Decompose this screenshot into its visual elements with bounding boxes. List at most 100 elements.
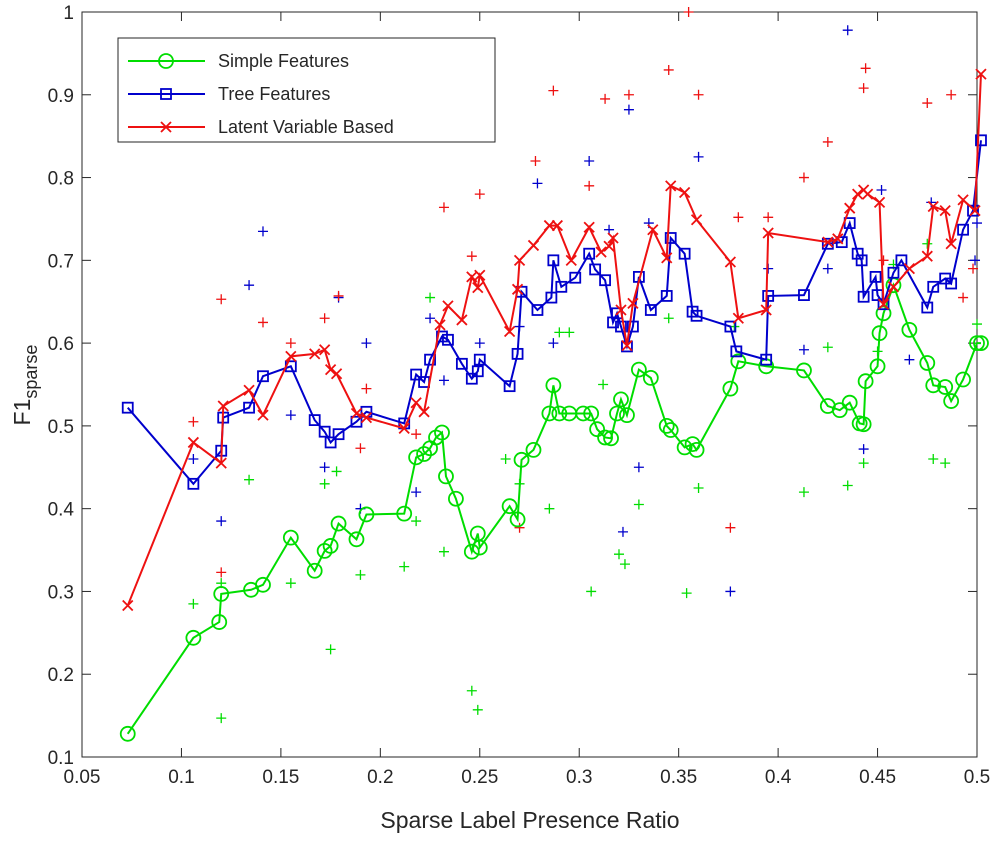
plus-point	[257, 226, 268, 237]
x-tick-label: 0.1	[168, 767, 194, 788]
data-marker	[319, 344, 331, 356]
plus-point	[425, 313, 436, 324]
plus-point	[725, 586, 736, 597]
data-marker	[472, 282, 484, 294]
data-marker	[187, 436, 200, 449]
legend-box	[117, 37, 496, 143]
data-marker	[513, 451, 530, 468]
data-marker	[543, 219, 556, 232]
data-marker	[724, 320, 737, 333]
y-tick-label: 0.5	[48, 417, 74, 438]
data-marker	[967, 204, 979, 217]
x-tick-label: 0.25	[461, 767, 498, 788]
series-line	[126, 74, 982, 606]
data-marker	[185, 629, 202, 646]
plus-point	[548, 338, 559, 349]
data-marker	[434, 424, 450, 441]
plus-point	[842, 25, 853, 36]
plus-point	[474, 189, 485, 200]
data-marker	[975, 68, 987, 80]
plus-point	[940, 458, 951, 469]
plus-point	[922, 238, 933, 249]
data-marker	[927, 200, 939, 213]
x-tick-label: 0.3	[566, 767, 592, 788]
data-marker	[358, 506, 375, 523]
data-marker	[603, 240, 615, 252]
legend-marker	[158, 53, 174, 69]
plus-point	[244, 474, 255, 485]
data-marker	[661, 252, 673, 264]
data-marker	[921, 250, 933, 262]
data-marker	[887, 266, 900, 279]
legend-label: Tree Features	[218, 84, 330, 104]
plus-point	[285, 578, 296, 589]
data-marker	[762, 290, 775, 302]
plus-point	[972, 218, 982, 229]
data-marker	[647, 224, 659, 236]
plus-point	[600, 93, 611, 104]
y-tick-label: 0.3	[48, 582, 74, 603]
plus-point	[216, 713, 227, 724]
data-marker	[121, 401, 134, 414]
data-marker	[861, 188, 874, 200]
plus-point	[876, 184, 887, 195]
plus-point	[188, 598, 199, 609]
data-marker	[877, 298, 890, 310]
data-marker	[798, 289, 810, 302]
data-marker	[255, 576, 271, 593]
plus-point	[319, 313, 330, 324]
data-marker	[664, 232, 677, 244]
plus-point	[554, 327, 565, 338]
data-marker	[660, 290, 673, 302]
plus-point	[858, 444, 869, 455]
plus-point	[564, 327, 575, 338]
plus-point	[325, 644, 336, 655]
plus-point	[614, 549, 624, 560]
plus-point	[438, 375, 449, 386]
plus-point	[958, 292, 969, 303]
data-marker	[662, 422, 679, 438]
data-marker	[615, 304, 627, 316]
data-marker	[627, 320, 639, 333]
data-marker	[511, 347, 524, 360]
data-marker	[503, 325, 516, 338]
data-marker	[282, 529, 299, 546]
plus-point	[586, 586, 597, 597]
data-marker	[215, 457, 227, 469]
data-marker	[257, 409, 269, 421]
data-marker	[875, 305, 892, 322]
plus-point	[633, 499, 644, 510]
data-marker	[943, 393, 960, 409]
plus-point	[584, 156, 595, 166]
plus-point	[946, 89, 957, 100]
data-marker	[919, 355, 936, 371]
legend: Simple Features Tree Features Latent Varia…	[117, 37, 496, 143]
data-marker	[410, 368, 423, 381]
plus-point	[331, 466, 342, 477]
data-marker	[945, 277, 958, 290]
data-marker	[975, 134, 987, 147]
data-marker	[595, 246, 607, 258]
plus-point	[361, 338, 372, 349]
data-marker	[545, 291, 558, 304]
data-marker	[551, 405, 568, 422]
data-marker	[887, 281, 900, 293]
data-marker	[796, 362, 812, 379]
data-marker	[465, 372, 478, 385]
data-marker	[545, 377, 562, 394]
data-marker	[471, 365, 484, 378]
data-marker	[511, 283, 524, 295]
data-marker	[442, 333, 454, 346]
plus-point	[663, 64, 674, 75]
plus-point	[438, 546, 449, 557]
data-marker	[438, 468, 454, 485]
data-marker	[348, 531, 365, 548]
data-marker	[871, 325, 888, 342]
y-tick-label: 0.2	[48, 665, 74, 686]
x-tick-label: 0.5	[964, 767, 990, 788]
x-tick-label: 0.45	[859, 767, 896, 788]
data-marker	[330, 515, 347, 532]
data-marker	[243, 384, 255, 396]
data-marker	[857, 290, 870, 303]
x-tick-label: 0.05	[64, 767, 101, 788]
